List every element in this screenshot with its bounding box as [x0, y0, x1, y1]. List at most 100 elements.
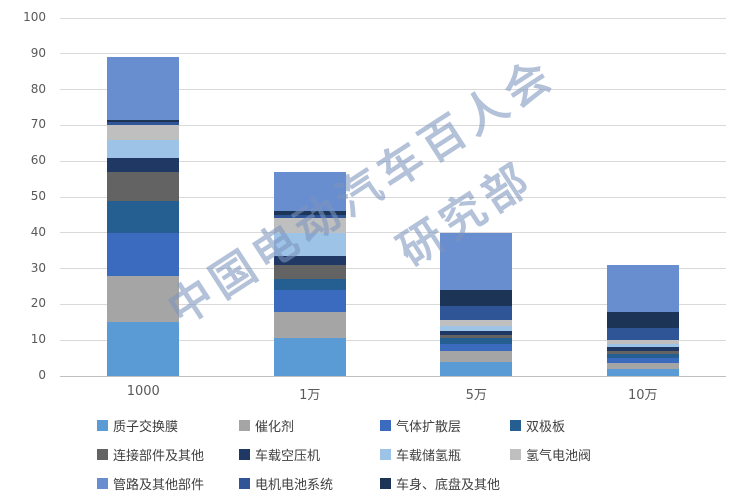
- gridline: [60, 196, 726, 198]
- bar-segment: [606, 311, 679, 328]
- legend-label: 双极板: [526, 420, 566, 435]
- y-axis-tick-label: 50: [30, 189, 46, 203]
- bar-segment: [606, 358, 679, 364]
- bar-segment: [606, 265, 679, 312]
- legend-swatch: [97, 420, 108, 431]
- bar-segment: [606, 347, 679, 351]
- legend-item: 管路及其他部件: [97, 474, 239, 493]
- bar-segment: [273, 211, 346, 215]
- legend-label: 车载空压机: [255, 449, 321, 464]
- bar-segment: [273, 264, 346, 280]
- y-axis-tick-label: 10: [30, 332, 46, 347]
- bar-segment: [273, 232, 346, 257]
- chart-legend: 质子交换膜 催化剂 气体扩散层 双极板连接部件及其他 车载空压机 车载储氢瓶 氢气电池阀管路…: [97, 416, 660, 493]
- legend-item: 车载储氢瓶: [380, 445, 510, 464]
- bar-10万: [606, 265, 679, 376]
- bar-segment: [107, 275, 180, 323]
- gridline: [60, 89, 726, 91]
- bar-segment: [273, 214, 346, 219]
- bar-segment: [273, 218, 346, 233]
- legend-label: 氢气电池阀: [526, 449, 592, 464]
- legend-swatch: [380, 449, 391, 460]
- bar-segment: [273, 338, 346, 376]
- bar-segment: [440, 306, 513, 321]
- y-axis-tick-label: 70: [30, 117, 46, 132]
- legend-item: 连接部件及其他: [97, 445, 239, 464]
- bar-segment: [107, 139, 180, 158]
- bar-segment: [107, 171, 180, 201]
- legend-swatch: [97, 449, 108, 460]
- y-axis-tick-label: 0: [38, 368, 46, 382]
- gridline: [60, 124, 726, 126]
- gridline: [60, 160, 726, 162]
- bar-segment: [440, 290, 513, 307]
- gridline: [60, 303, 726, 305]
- bar-segment: [606, 327, 679, 341]
- legend-label: 连接部件及其他: [113, 449, 205, 464]
- y-axis-tick-label: 100: [23, 10, 46, 24]
- bar-segment: [606, 354, 679, 359]
- y-axis-tick-label: 90: [30, 45, 46, 60]
- legend-label: 车载储氢瓶: [396, 449, 462, 464]
- bar-segment: [273, 279, 346, 291]
- y-axis-tick-label: 40: [30, 224, 46, 239]
- legend-item: 质子交换膜: [97, 416, 239, 435]
- bar-segment: [273, 311, 346, 339]
- bar-segment: [440, 350, 513, 362]
- x-axis-label: 1000: [126, 384, 160, 399]
- bar-segment: [273, 256, 346, 265]
- legend-label: 质子交换膜: [113, 420, 179, 435]
- bar-segment: [107, 322, 180, 376]
- legend-swatch: [239, 420, 250, 431]
- bar-5万: [440, 232, 513, 376]
- watermark-line1: 中国电动汽车百人会: [159, 47, 565, 336]
- bar-segment: [107, 232, 180, 276]
- gridline: [60, 232, 726, 234]
- bar-segment: [440, 325, 513, 332]
- legend-label: 管路及其他部件: [113, 478, 205, 493]
- bar-segment: [440, 232, 513, 291]
- x-axis-label: 5万: [465, 388, 487, 403]
- bar-segment: [107, 200, 180, 233]
- y-axis-tick-label: 30: [30, 260, 46, 275]
- bar-segment: [107, 57, 180, 121]
- watermark-line2: 研究部: [389, 152, 543, 278]
- bar-segment: [440, 361, 513, 376]
- legend-swatch: [380, 478, 391, 489]
- legend-label: 催化剂: [255, 420, 295, 435]
- gridline: [60, 17, 726, 19]
- legend-swatch: [97, 478, 108, 489]
- bar-segment: [440, 320, 513, 326]
- bar-segment: [440, 343, 513, 351]
- legend-item: 车载空压机: [239, 445, 380, 464]
- gridline: [60, 339, 726, 341]
- bar-segment: [606, 340, 679, 344]
- bar-segment: [440, 334, 513, 339]
- legend-item: 车身、底盘及其他: [380, 474, 510, 493]
- legend-swatch: [239, 478, 250, 489]
- watermark: 中国电动汽车百人会 研究部: [124, 20, 636, 421]
- y-axis-tick-label: 20: [30, 296, 46, 311]
- bar-segment: [273, 290, 346, 312]
- bar-segment: [606, 363, 679, 369]
- legend-swatch: [239, 449, 250, 460]
- legend-label: 电机电池系统: [255, 478, 334, 493]
- legend-item: 气体扩散层: [380, 416, 510, 435]
- legend-item: 电机电池系统: [239, 474, 380, 493]
- legend-item: 催化剂: [239, 416, 380, 435]
- bar-segment: [440, 338, 513, 344]
- y-axis-tick-label: 80: [30, 81, 46, 96]
- legend-item: 双极板: [510, 416, 660, 435]
- legend-swatch: [510, 420, 521, 431]
- bar-segment: [606, 368, 679, 376]
- x-axis-label: 1万: [299, 388, 321, 403]
- bar-segment: [606, 350, 679, 355]
- bar-segment: [107, 120, 180, 122]
- legend-item: 氢气电池阀: [510, 445, 660, 464]
- bar-1000: [107, 57, 180, 376]
- gridline: [60, 268, 726, 270]
- legend-label: 车身、底盘及其他: [396, 478, 501, 493]
- bar-segment: [107, 121, 180, 126]
- y-axis-tick-label: 60: [30, 153, 46, 168]
